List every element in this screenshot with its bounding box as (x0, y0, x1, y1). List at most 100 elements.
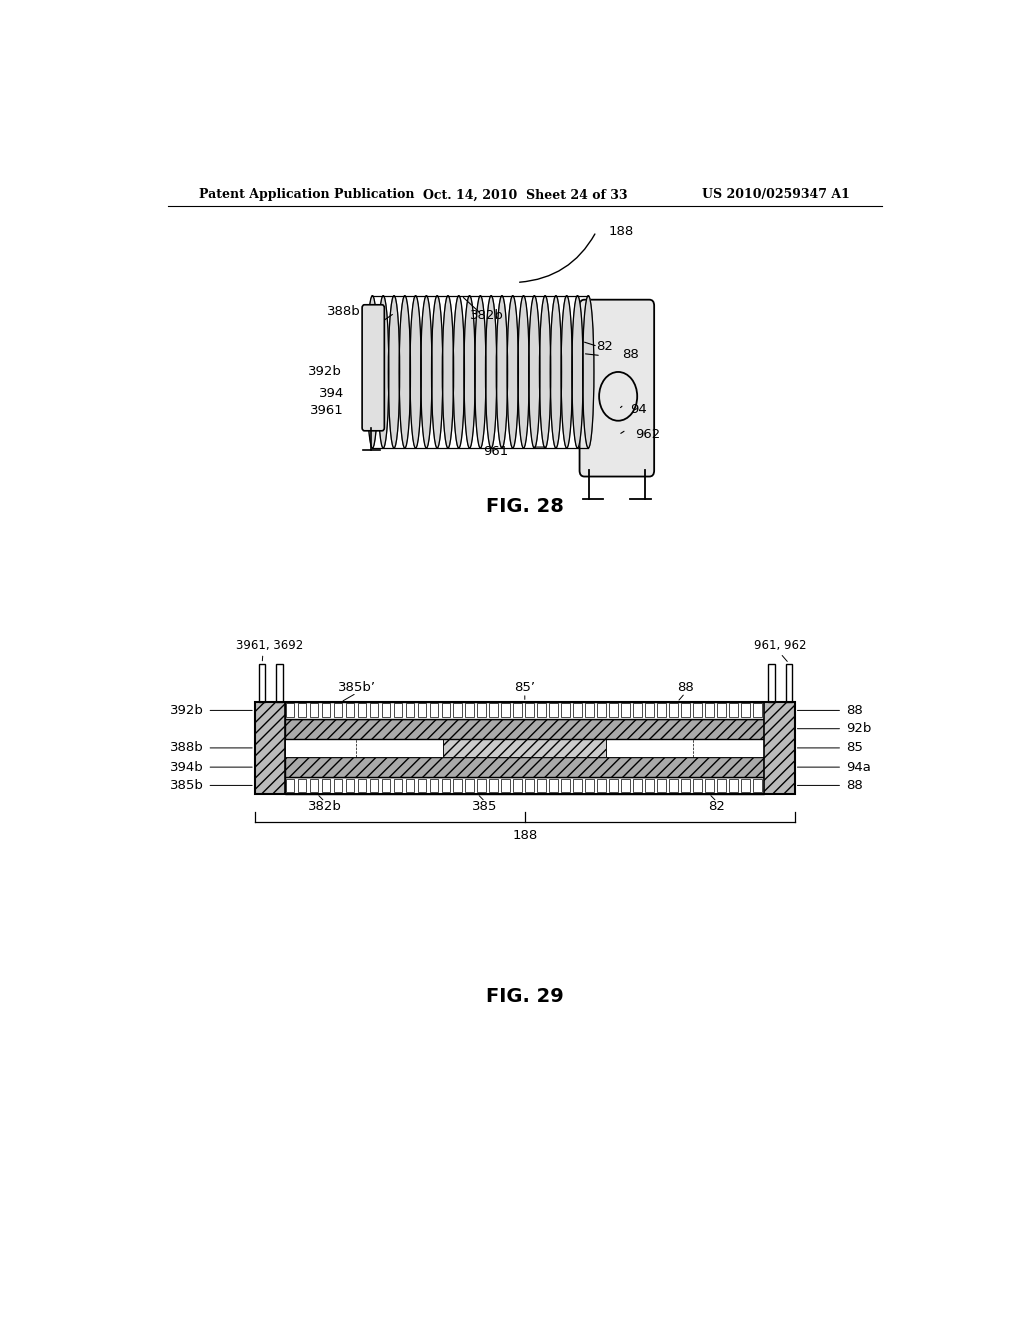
Text: Oct. 14, 2010  Sheet 24 of 33: Oct. 14, 2010 Sheet 24 of 33 (423, 189, 627, 202)
Bar (393, 704, 402, 717)
Bar (549, 704, 558, 717)
Bar (525, 779, 535, 792)
Bar (309, 779, 318, 792)
Bar (429, 779, 438, 792)
Bar (334, 779, 342, 792)
Text: US 2010/0259347 A1: US 2010/0259347 A1 (702, 189, 850, 202)
Bar (681, 779, 690, 792)
Text: 961, 962: 961, 962 (754, 639, 807, 652)
Bar (393, 779, 402, 792)
Ellipse shape (475, 296, 486, 447)
Ellipse shape (378, 296, 389, 447)
Text: 392b: 392b (308, 366, 342, 379)
Bar (255, 702, 795, 793)
Bar (609, 704, 617, 717)
Ellipse shape (571, 296, 583, 447)
Bar (729, 779, 737, 792)
Bar (681, 704, 690, 717)
Bar (285, 758, 765, 777)
Bar (717, 704, 726, 717)
Bar (538, 779, 546, 792)
Bar (489, 779, 498, 792)
FancyArrowPatch shape (519, 234, 595, 282)
Bar (285, 739, 443, 758)
Ellipse shape (583, 296, 594, 447)
Bar (729, 704, 737, 717)
Bar (597, 779, 606, 792)
Text: 82: 82 (597, 341, 613, 352)
Bar (477, 779, 486, 792)
Bar (606, 739, 765, 758)
Bar (373, 330, 588, 413)
Text: 94: 94 (630, 403, 647, 416)
Text: Patent Application Publication: Patent Application Publication (200, 189, 415, 202)
Bar (418, 704, 426, 717)
Text: 85’: 85’ (514, 681, 536, 694)
Bar (255, 702, 285, 793)
Ellipse shape (528, 296, 540, 447)
Ellipse shape (507, 296, 518, 447)
Bar (622, 704, 630, 717)
FancyBboxPatch shape (362, 305, 384, 430)
Bar (489, 704, 498, 717)
Bar (765, 702, 795, 793)
Text: 3961: 3961 (309, 404, 343, 417)
Text: 388b: 388b (327, 305, 360, 318)
Bar (466, 779, 474, 792)
Text: 392b: 392b (170, 704, 204, 717)
Bar (466, 704, 474, 717)
Text: 385: 385 (472, 800, 498, 813)
Text: FIG. 28: FIG. 28 (485, 496, 564, 516)
Bar (538, 704, 546, 717)
Text: 3961, 3692: 3961, 3692 (236, 639, 303, 652)
FancyBboxPatch shape (580, 300, 654, 477)
Text: 85: 85 (846, 742, 863, 755)
Bar (549, 779, 558, 792)
Text: 88: 88 (846, 779, 863, 792)
Bar (382, 779, 390, 792)
Bar (633, 779, 642, 792)
Text: 385b: 385b (170, 779, 204, 792)
Text: 962: 962 (635, 429, 660, 441)
Bar (382, 704, 390, 717)
Bar (406, 779, 414, 792)
Bar (573, 779, 582, 792)
Bar (357, 779, 367, 792)
Bar (441, 704, 451, 717)
Ellipse shape (388, 296, 399, 447)
Text: 188: 188 (512, 829, 538, 842)
Bar (693, 779, 701, 792)
Ellipse shape (367, 296, 378, 447)
Bar (285, 718, 765, 739)
Bar (597, 704, 606, 717)
Bar (454, 779, 462, 792)
Bar (418, 779, 426, 792)
Bar (645, 704, 654, 717)
Ellipse shape (453, 296, 465, 447)
Bar (346, 704, 354, 717)
Bar (561, 704, 570, 717)
Bar (586, 704, 594, 717)
Ellipse shape (421, 296, 432, 447)
Text: 92b: 92b (846, 722, 871, 735)
Text: 961: 961 (483, 445, 509, 458)
Bar (633, 704, 642, 717)
Bar (741, 779, 750, 792)
Bar (441, 779, 451, 792)
Bar (609, 779, 617, 792)
Text: 188: 188 (609, 226, 634, 238)
Bar (322, 704, 331, 717)
Bar (706, 704, 714, 717)
Bar (286, 779, 294, 792)
Text: 94a: 94a (846, 760, 871, 774)
Bar (357, 704, 367, 717)
Bar (285, 702, 765, 718)
Bar (525, 704, 535, 717)
Text: 394: 394 (318, 387, 344, 400)
Bar (657, 779, 666, 792)
Bar (513, 779, 522, 792)
Ellipse shape (410, 296, 421, 447)
Bar (645, 779, 654, 792)
Text: 88: 88 (677, 681, 693, 694)
Bar (561, 779, 570, 792)
